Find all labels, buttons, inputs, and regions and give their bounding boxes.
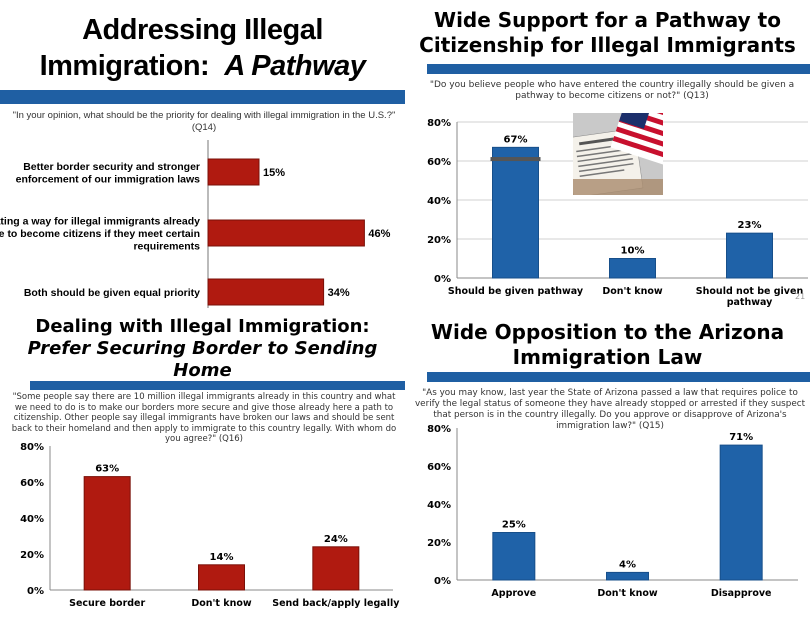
title-line-2: Immigration Law	[512, 345, 703, 369]
panel-title: Wide Support for a Pathway to Citizenshi…	[405, 8, 810, 58]
title-line-1: Wide Opposition to the Arizona	[430, 320, 785, 344]
bar	[198, 564, 245, 591]
category-label: pathway	[727, 297, 773, 308]
bar	[492, 146, 539, 279]
category-label: Don't know	[602, 286, 663, 297]
title-line-1: Addressing Illegal	[82, 14, 323, 46]
y-tick-label: 60%	[427, 157, 451, 168]
category-label: Should be given pathway	[448, 286, 584, 297]
page-number: 21	[795, 292, 806, 301]
category-label: Both should be given equal priority	[24, 287, 200, 299]
y-tick-label: 40%	[20, 514, 44, 525]
category-label: Secure border	[69, 598, 145, 609]
border-chart: 0% 20% 40% 60% 80% 63% Secure border 14% Don't k…	[20, 442, 400, 609]
y-tick-label: 0%	[434, 274, 451, 285]
bar	[207, 219, 365, 247]
panel-title: Dealing with Illegal Immigration: Prefer…	[0, 316, 405, 382]
bar	[606, 571, 649, 581]
title-line-2-regular: Immigration:	[39, 50, 225, 82]
value-label: 34%	[328, 287, 350, 299]
category-label: Should not be given	[696, 286, 804, 297]
title-line-3: Home	[173, 360, 232, 381]
bar-marker	[490, 157, 541, 162]
category-label: enforcement of our immigration laws	[16, 173, 201, 185]
y-tick-label: 0%	[27, 586, 44, 597]
y-tick-label: 20%	[427, 235, 451, 246]
y-tick-label: 40%	[427, 196, 451, 207]
value-label: 10%	[621, 246, 645, 257]
title-line-2: Citizenship for Illegal Immigrants	[419, 33, 796, 57]
oath-flag-photo	[573, 113, 663, 195]
category-label: Send back/apply legally	[272, 598, 400, 609]
value-label: 25%	[502, 520, 526, 531]
bar	[207, 158, 260, 186]
title-band	[427, 372, 810, 382]
panel-securing-border: Dealing with Illegal Immigration: Prefer…	[0, 308, 405, 617]
arizona-chart: 0% 20% 40% 60% 80% 25% Approve 4% Don't know 71% D…	[427, 424, 798, 599]
category-label: Better border security and stronger	[23, 161, 200, 173]
y-tick-label: 60%	[20, 478, 44, 489]
category-label: Approve	[491, 588, 536, 599]
bar	[719, 444, 763, 581]
category-label: Don't know	[597, 588, 658, 599]
panel-title: Wide Opposition to the Arizona Immigrati…	[405, 320, 810, 370]
value-label: 46%	[368, 228, 390, 240]
category-label: Creating a way for illegal immigrants al…	[0, 216, 200, 228]
panel-addressing-illegal-immigration: Addressing Illegal Immigration: A Pathwa…	[0, 0, 405, 308]
y-tick-label: 60%	[427, 462, 451, 473]
panel-title: Addressing Illegal Immigration: A Pathwa…	[0, 12, 405, 84]
title-line-2-italic: A Pathway	[224, 50, 366, 82]
value-label: 24%	[324, 534, 348, 545]
category-label: Don't know	[191, 598, 252, 609]
y-tick-label: 80%	[20, 442, 44, 453]
y-tick-label: 0%	[434, 576, 451, 587]
priority-chart: Better border security and strongerenfor…	[0, 140, 391, 308]
category-label: Disapprove	[711, 588, 772, 599]
bar	[492, 532, 536, 581]
value-label: 15%	[263, 167, 285, 179]
bar	[726, 232, 773, 279]
y-tick-label: 80%	[427, 424, 451, 435]
title-line-1: Wide Support for a Pathway to	[434, 8, 781, 32]
value-label: 4%	[619, 559, 636, 570]
question-text: "As you may know, last year the State of…	[414, 388, 806, 431]
bar	[207, 278, 325, 306]
y-tick-label: 80%	[427, 118, 451, 129]
y-tick-label: 20%	[20, 550, 44, 561]
bar	[83, 476, 131, 591]
title-band	[0, 90, 405, 104]
y-tick-label: 40%	[427, 500, 451, 511]
oath-flag-illustration	[573, 113, 663, 195]
panel-arizona-law: Wide Opposition to the Arizona Immigrati…	[405, 308, 810, 617]
y-tick-label: 20%	[427, 538, 451, 549]
title-line-2: Immigration: A Pathway	[0, 48, 405, 84]
value-label: 14%	[210, 552, 234, 563]
value-label: 71%	[729, 432, 753, 443]
category-label: here to become citizens if they meet cer…	[0, 228, 200, 240]
title-band	[427, 64, 810, 74]
title-band	[30, 381, 405, 390]
title-line-1: Dealing with Illegal Immigration:	[35, 316, 370, 337]
question-text: "Do you believe people who have entered …	[429, 80, 795, 101]
value-label: 63%	[95, 464, 119, 475]
value-label: 23%	[738, 220, 762, 231]
title-line-2: Prefer Securing Border to Sending	[27, 338, 378, 359]
bar	[312, 546, 360, 591]
value-label: 67%	[504, 134, 528, 145]
question-text: "Some people say there are 10 million il…	[11, 392, 397, 444]
question-text: "In your opinion, what should be the pri…	[12, 110, 396, 133]
bar	[609, 258, 656, 279]
category-label: requirements	[133, 241, 200, 253]
